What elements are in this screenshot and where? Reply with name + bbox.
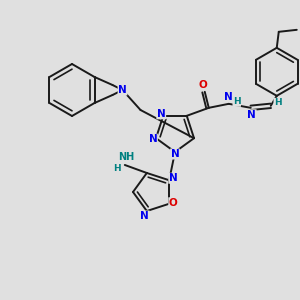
Text: N: N — [157, 109, 166, 119]
Text: N: N — [118, 85, 127, 95]
Text: O: O — [169, 198, 178, 208]
Text: N: N — [171, 149, 179, 159]
Text: N: N — [248, 110, 256, 120]
Text: NH: NH — [118, 152, 134, 162]
Text: N: N — [169, 173, 178, 183]
Text: N: N — [224, 92, 233, 102]
Text: H: H — [233, 97, 241, 106]
Text: N: N — [140, 211, 149, 221]
Text: H: H — [113, 164, 121, 173]
Text: N: N — [148, 134, 158, 144]
Text: H: H — [274, 98, 282, 107]
Text: O: O — [198, 80, 207, 90]
